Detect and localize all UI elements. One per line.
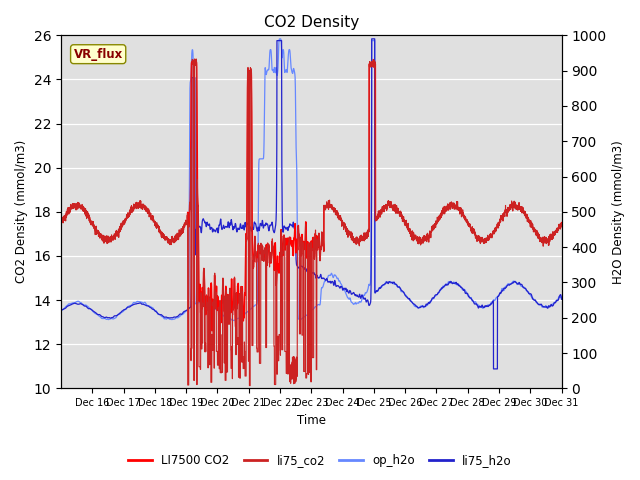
Y-axis label: CO2 Density (mmol/m3): CO2 Density (mmol/m3) <box>15 140 28 284</box>
Title: CO2 Density: CO2 Density <box>264 15 359 30</box>
Text: VR_flux: VR_flux <box>74 48 123 60</box>
Y-axis label: H2O Density (mmol/m3): H2O Density (mmol/m3) <box>612 140 625 284</box>
Legend: LI7500 CO2, li75_co2, op_h2o, li75_h2o: LI7500 CO2, li75_co2, op_h2o, li75_h2o <box>124 449 516 472</box>
X-axis label: Time: Time <box>297 414 326 427</box>
